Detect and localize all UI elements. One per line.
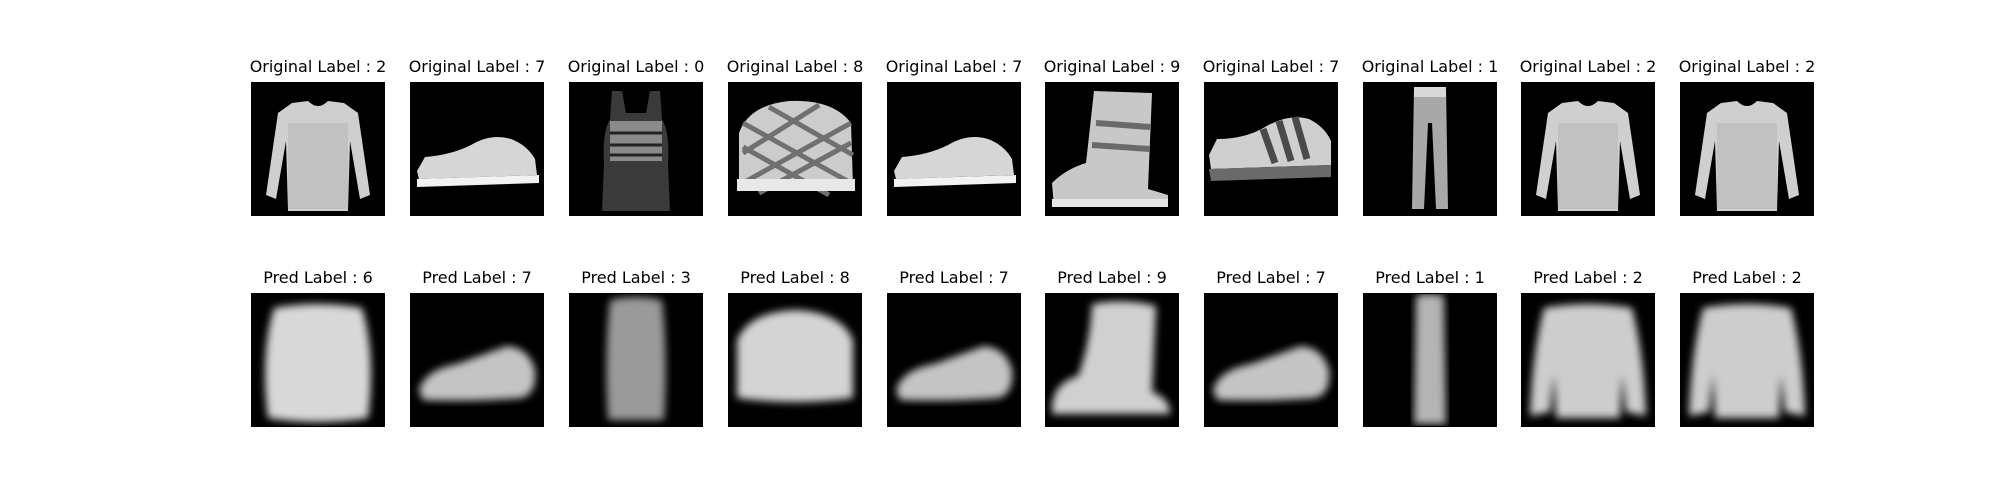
blurry-pullover-icon	[1521, 293, 1655, 427]
blurry-dress-icon	[569, 293, 703, 427]
original-label-title: Original Label : 7	[408, 57, 546, 76]
trouser-icon	[1363, 82, 1497, 216]
original-label-title: Original Label : 1	[1361, 57, 1499, 76]
pred-label-title: Pred Label : 9	[1057, 268, 1167, 287]
pred-label-title: Pred Label : 7	[1216, 268, 1326, 287]
original-label-title: Original Label : 2	[1519, 57, 1657, 76]
pred-label-title: Pred Label : 6	[263, 268, 373, 287]
original-label-title: Original Label : 7	[1202, 57, 1340, 76]
long-sleeve-shirt-icon	[1680, 82, 1814, 216]
sneaker-icon	[410, 82, 544, 216]
long-sleeve-shirt-icon	[1521, 82, 1655, 216]
pred-label-title: Pred Label : 7	[422, 268, 532, 287]
pred-label-title: Pred Label : 7	[899, 268, 1009, 287]
tank-top-icon	[569, 82, 703, 216]
pred-label-title: Pred Label : 8	[740, 268, 850, 287]
long-sleeve-shirt-icon	[251, 82, 385, 216]
pred-label-title: Pred Label : 1	[1375, 268, 1485, 287]
sneaker-icon	[887, 82, 1021, 216]
patterned-bag-icon	[728, 82, 862, 216]
blurry-shirt-icon	[251, 293, 385, 427]
pred-label-title: Pred Label : 2	[1692, 268, 1802, 287]
blurry-sneaker-icon	[887, 293, 1021, 427]
blurry-ankle-boot-icon	[1045, 293, 1179, 427]
blurry-pullover-icon	[1680, 293, 1814, 427]
pred-label-title: Pred Label : 3	[581, 268, 691, 287]
blurry-bag-icon	[728, 293, 862, 427]
original-label-title: Original Label : 2	[1678, 57, 1816, 76]
original-label-title: Original Label : 2	[249, 57, 387, 76]
striped-sneaker-icon	[1204, 82, 1338, 216]
blurry-trouser-icon	[1363, 293, 1497, 427]
ankle-boot-icon	[1045, 82, 1179, 216]
blurry-sneaker-icon	[410, 293, 544, 427]
blurry-sneaker-icon	[1204, 293, 1338, 427]
original-label-title: Original Label : 0	[567, 57, 705, 76]
original-label-title: Original Label : 7	[885, 57, 1023, 76]
original-label-title: Original Label : 9	[1043, 57, 1181, 76]
original-label-title: Original Label : 8	[726, 57, 864, 76]
pred-label-title: Pred Label : 2	[1533, 268, 1643, 287]
